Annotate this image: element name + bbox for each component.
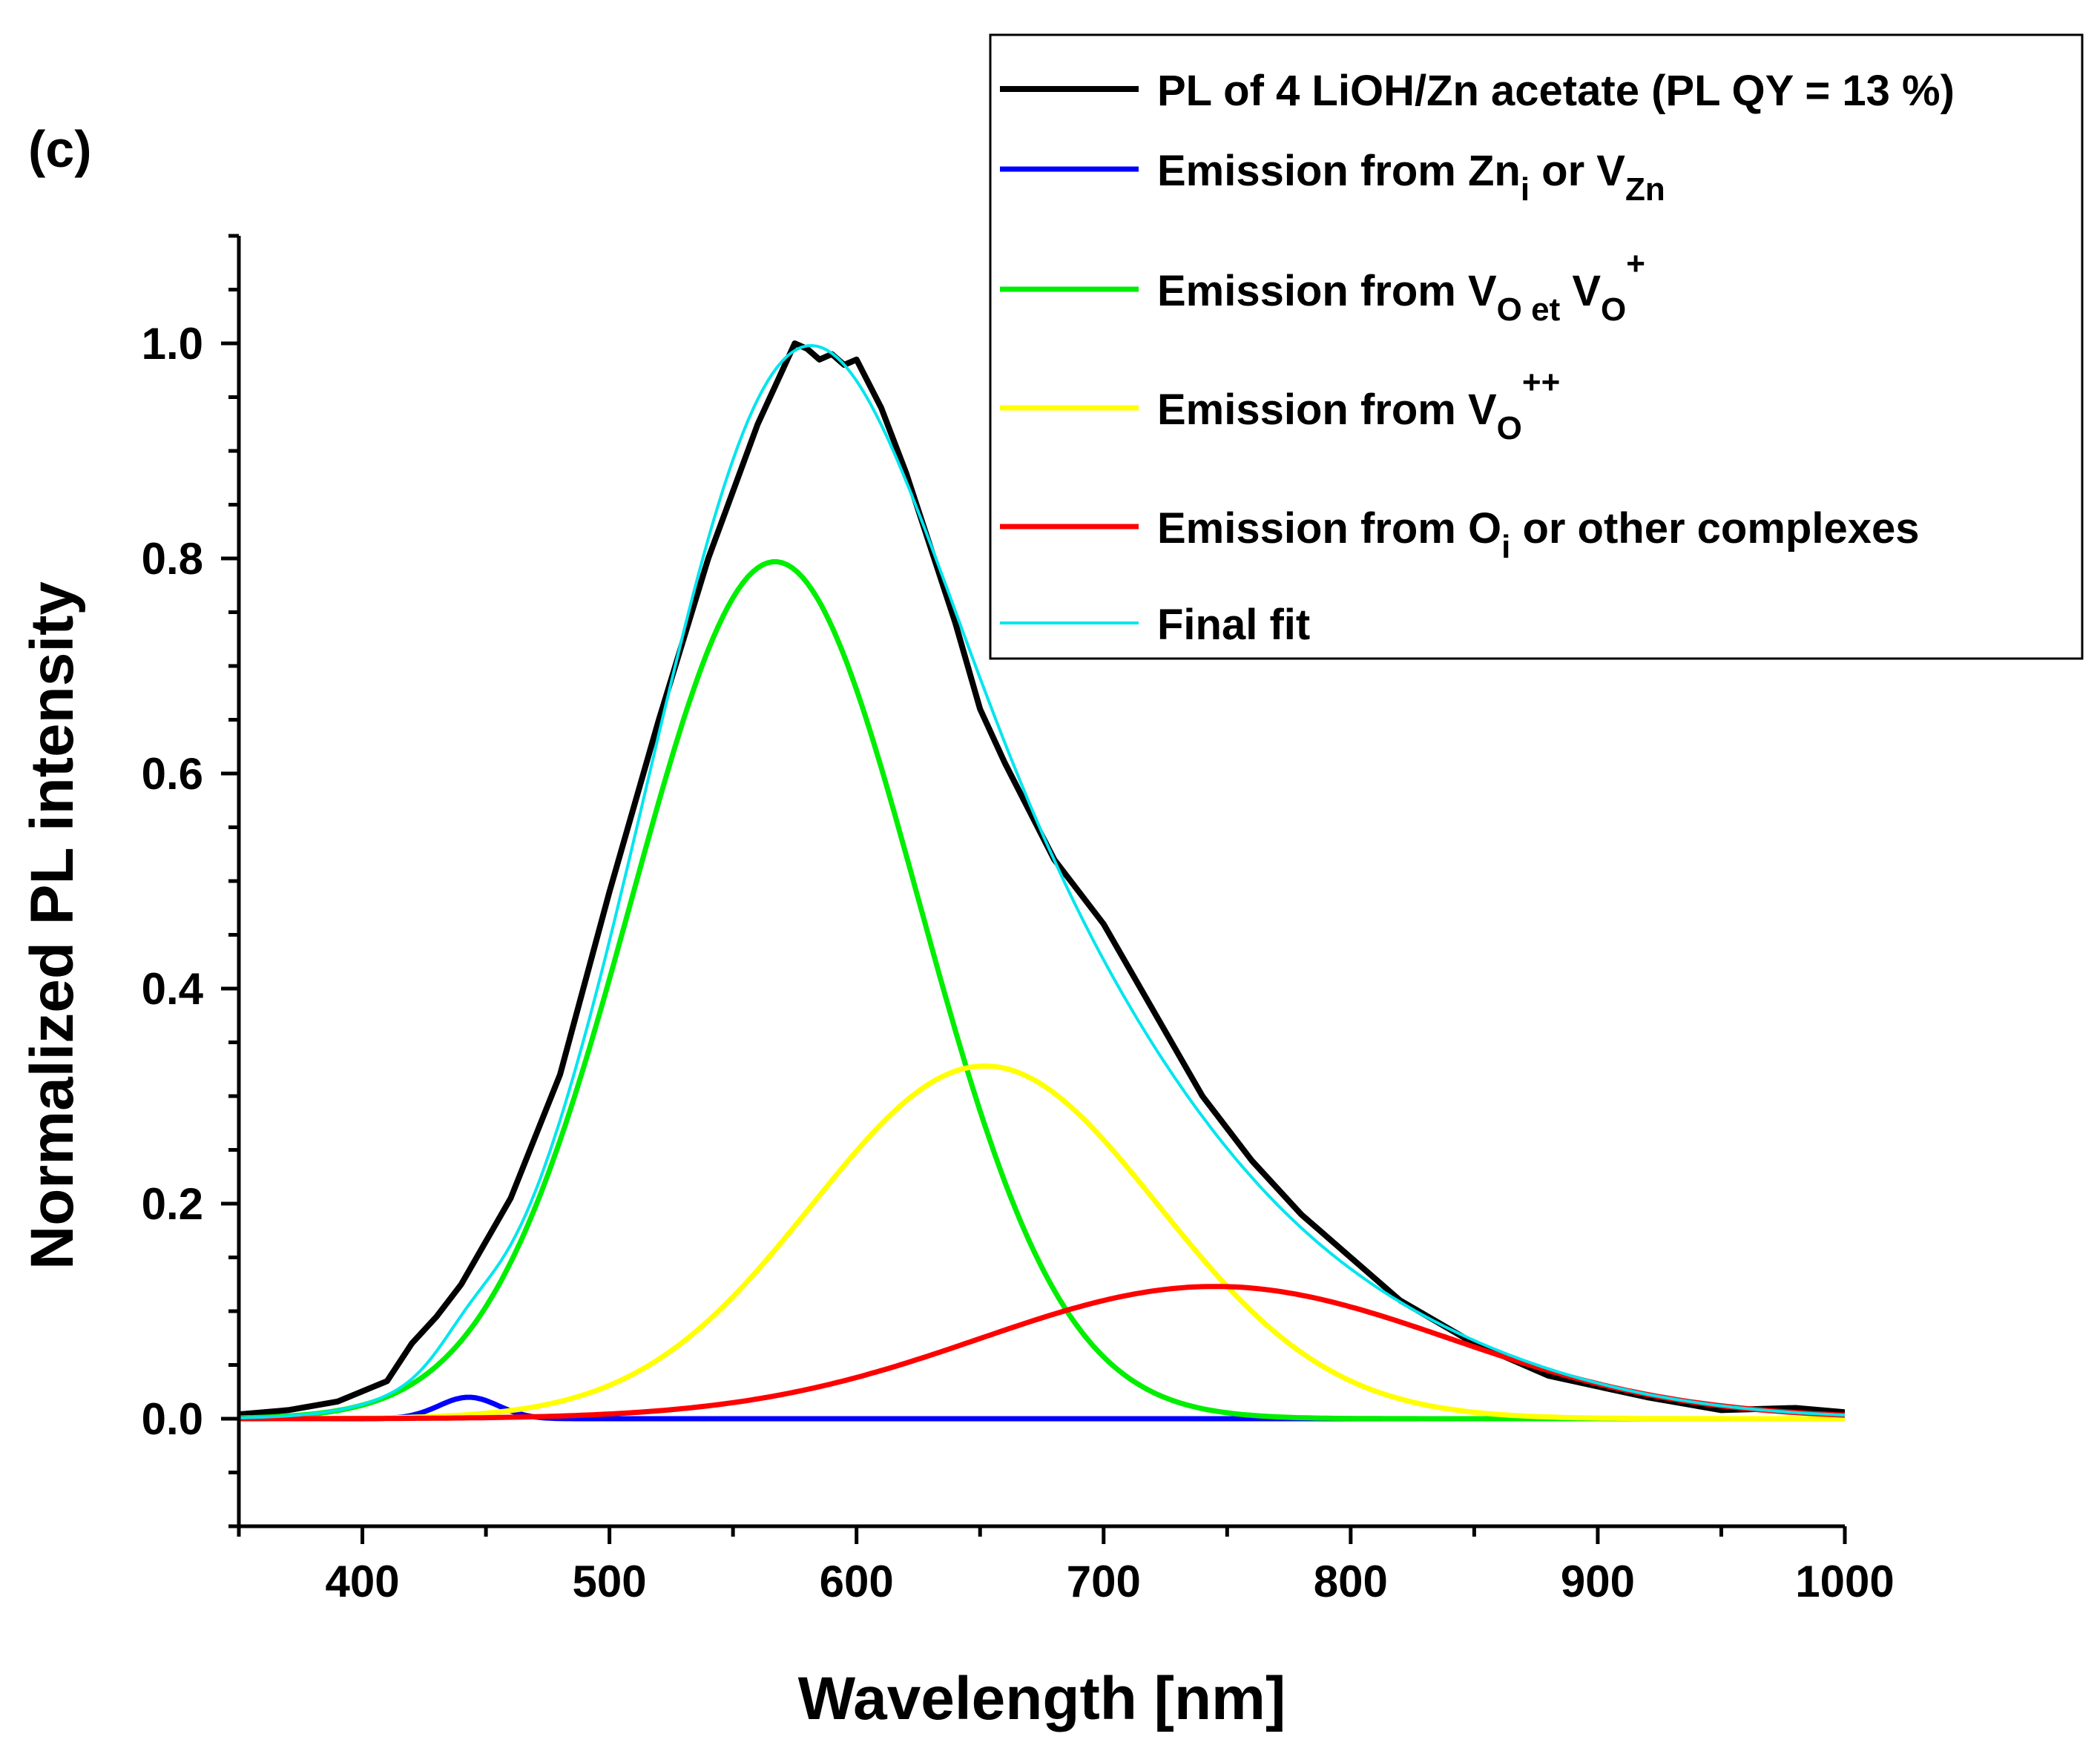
legend-label: Emission from VO et VO+ [1157,245,1645,328]
x-axis-title: Wavelength [nm] [798,1665,1286,1732]
legend-text-part: PL of 4 LiOH/Zn acetate (PL QY = 13 %) [1157,67,1955,115]
legend-text-part: Emission from O [1157,504,1501,553]
legend-text-part: or other complexes [1510,504,1919,553]
legend-text-part: Emission from V [1157,386,1497,434]
series-line-sum_of_components-5 [239,344,1845,1419]
y-tick-label: 0.0 [142,1394,203,1444]
legend-superscript: + [1626,245,1645,282]
x-tick-label: 700 [1067,1557,1141,1606]
y-tick-label: 0.2 [142,1179,203,1229]
y-tick-label: 0.6 [142,749,203,799]
y-tick-label: 0.4 [142,964,204,1014]
legend-subscript: O [1497,410,1522,446]
legend-text-part: Emission from V [1157,267,1497,315]
legend-text-part: or V [1530,147,1625,195]
plot-area [239,340,1845,1422]
x-tick-label: 600 [820,1557,894,1606]
x-tick-label: 400 [325,1557,399,1606]
series-line-gaussian-3 [239,1063,1845,1422]
legend: PL of 4 LiOH/Zn acetate (PL QY = 13 %) Em… [989,33,2084,660]
legend-subscript: i [1521,171,1530,208]
axes: 400 500 600 700 800 900 1000 0.0 0.2 0.4 0.6 0.8 1.0 [142,234,1895,1606]
y-tick-label: 1.0 [142,319,203,369]
y-tick-label: 0.8 [142,534,203,584]
legend-text-part: Emission from Zn [1157,147,1521,195]
legend-text-part: V [1560,267,1601,315]
legend-label: Emission from Oi or other complexes [1157,504,1920,565]
legend-superscript: ++ [1522,364,1560,400]
x-tick-label: 500 [573,1557,647,1606]
legend-label: Final fit [1157,601,1310,649]
legend-subscript: i [1501,529,1510,565]
legend-text-part: Final fit [1157,601,1310,649]
panel-label: (c) [28,120,92,178]
legend-box [989,33,2084,660]
legend-subscript: Zn [1625,171,1665,208]
x-tick-label: 1000 [1795,1557,1894,1606]
x-tick-label: 900 [1561,1557,1635,1606]
y-axis-title: Normalized PL intensity [19,581,86,1270]
legend-label: Emission from Zni or VZn [1157,147,1665,208]
legend-subscript: O et [1497,291,1561,328]
x-tick-label: 800 [1314,1557,1388,1606]
legend-subscript: O [1601,291,1626,328]
legend-label: PL of 4 LiOH/Zn acetate (PL QY = 13 %) [1157,67,1955,115]
legend-label: Emission from VO++ [1157,364,1560,446]
